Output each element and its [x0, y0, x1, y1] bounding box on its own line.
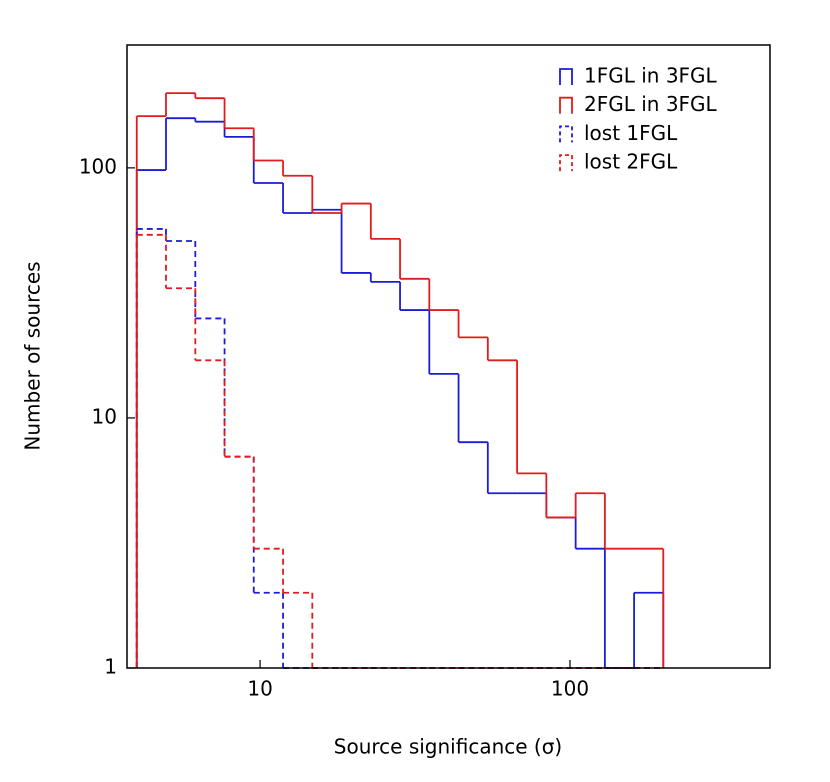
legend-swatch: [559, 125, 573, 143]
y-tick-label: 100: [79, 154, 117, 178]
x-tick-label: 100: [551, 677, 589, 701]
plot-frame: [126, 44, 771, 669]
legend-swatch: [559, 68, 573, 85]
legend-label: 1FGL in 3FGL: [584, 64, 718, 88]
legend-swatch: [559, 96, 573, 114]
legend-label: lost 2FGL: [584, 150, 678, 174]
legend-label: 2FGL in 3FGL: [584, 92, 718, 116]
y-axis-label: Number of sources: [21, 261, 45, 450]
x-tick-label: 10: [247, 677, 272, 701]
x-axis-label: Source significance (σ): [334, 735, 562, 759]
y-tick-label: 1: [104, 655, 117, 679]
legend-label: lost 1FGL: [584, 121, 678, 145]
y-tick-label: 10: [92, 404, 117, 428]
legend-swatch: [559, 154, 573, 172]
